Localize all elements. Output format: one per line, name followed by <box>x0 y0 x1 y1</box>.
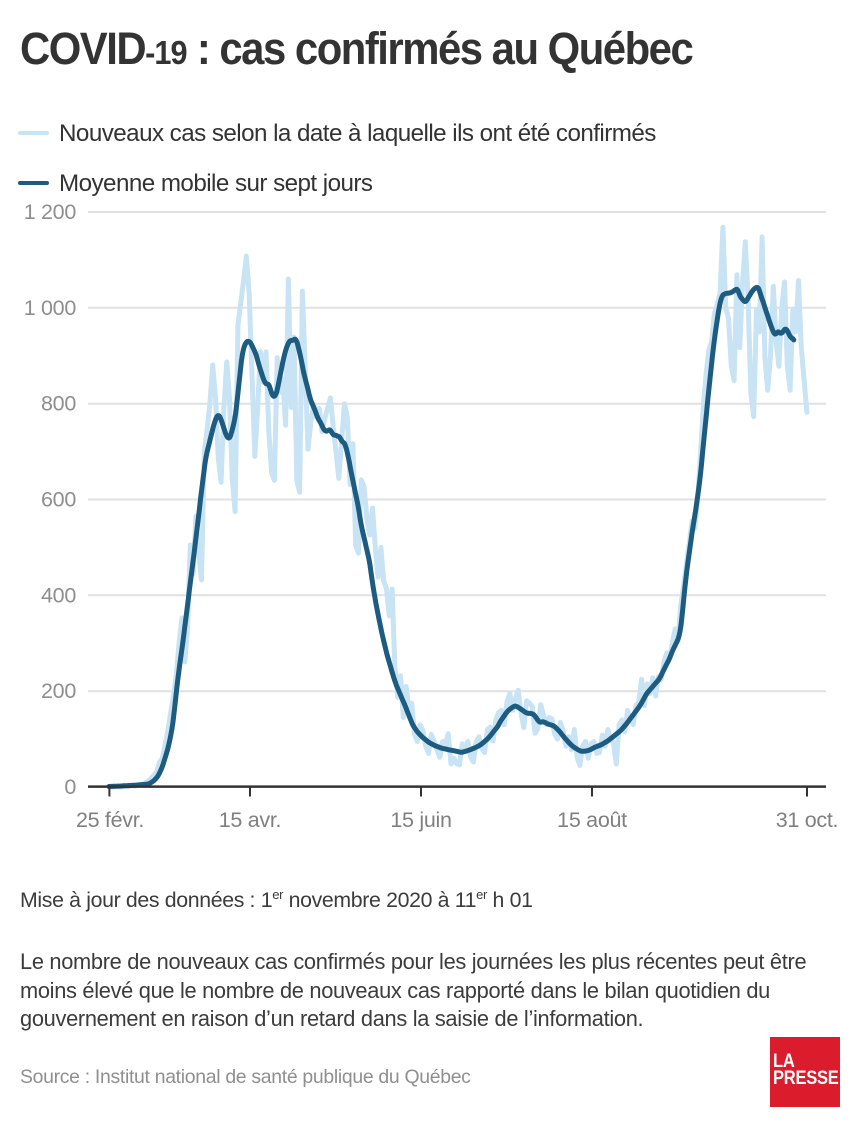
svg-text:1 200: 1 200 <box>24 200 77 224</box>
svg-text:31 oct.: 31 oct. <box>776 808 838 832</box>
svg-text:25 févr.: 25 févr. <box>76 808 144 832</box>
svg-text:200: 200 <box>41 679 76 703</box>
svg-text:15 avr.: 15 avr. <box>219 808 281 832</box>
svg-text:1 000: 1 000 <box>24 296 77 320</box>
svg-text:15 juin: 15 juin <box>390 808 451 832</box>
svg-text:400: 400 <box>41 583 76 607</box>
svg-text:15 août: 15 août <box>557 808 627 832</box>
svg-text:600: 600 <box>41 488 76 512</box>
svg-text:800: 800 <box>41 392 76 416</box>
svg-text:0: 0 <box>64 775 76 799</box>
